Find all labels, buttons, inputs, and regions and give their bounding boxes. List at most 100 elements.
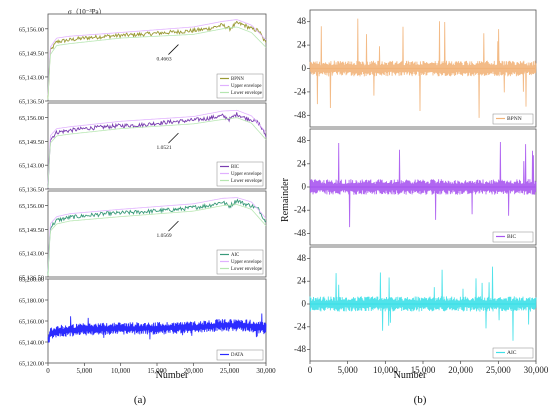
annotation-label: 1.0569: [156, 233, 171, 239]
series-data: [47, 313, 267, 343]
x-tick-label: 10,000: [111, 367, 131, 375]
series-bic-remainder: [309, 141, 537, 228]
legend-label: Lower envelope: [231, 91, 262, 96]
y-tick-label: 65,136.50: [19, 187, 44, 194]
y-tick-label: 24: [297, 276, 307, 286]
chart-panel-b-1: 48 24 0 -24 -48 BPNN: [294, 9, 537, 128]
y-tick-label: 65,143.00: [19, 163, 44, 170]
y-tick-label: 65,120.00: [19, 361, 44, 368]
y-tick-label: 0: [302, 63, 307, 73]
y-tick-label: 65,143.00: [19, 74, 44, 81]
x-tick-label: 0: [308, 365, 313, 375]
x-tick-label: 25,000: [220, 367, 240, 375]
series-lower-envelope: [47, 204, 267, 276]
y-tick-label: -24: [294, 205, 306, 215]
left-top-label: σ（10⁻³Pa）: [68, 8, 106, 16]
chart-panel-a-4: 65,200.00 65,180.00 65,160.00 65,140.00 65,1…: [19, 277, 276, 376]
legend: BIC: [492, 231, 534, 243]
legend-label: Lower envelope: [231, 179, 262, 184]
y-tick-label: 0: [302, 182, 307, 192]
series-upper-envelope: [47, 197, 267, 272]
y-tick-label: 65,160.00: [19, 319, 44, 326]
legend-box: [492, 347, 534, 359]
legend: BPNN: [492, 113, 534, 125]
series-upper-envelope: [47, 109, 267, 184]
legend-label: Upper envelope: [231, 84, 262, 89]
y-tick-label: 65,140.00: [19, 340, 44, 347]
x-tick-label: 20,000: [448, 365, 473, 375]
x-tick-label: 0: [46, 367, 50, 375]
legend-label: BIC: [507, 234, 517, 240]
chart-panel-b-3: 48 24 0 -24 -48 0 5,000 10,000 15,000 20,000 25,00…: [294, 246, 549, 375]
right-ylabel: Remainder: [280, 177, 291, 222]
y-tick-label: 0: [302, 299, 307, 309]
legend-label: Upper envelope: [231, 172, 262, 177]
x-tick-label: 25,000: [486, 365, 511, 375]
legend-box: [216, 349, 264, 361]
series-bpnn: [47, 20, 267, 99]
chart-panel-b-2: 48 24 0 -24 -48 BIC: [294, 128, 537, 246]
x-tick-label: 30,000: [256, 367, 276, 375]
series-bpnn-remainder: [309, 18, 537, 118]
annotation-arrow: [168, 44, 179, 55]
series-aic: [47, 198, 267, 275]
y-tick-label: 24: [297, 40, 307, 50]
series-lower-envelope: [47, 117, 267, 188]
legend-box: [492, 231, 534, 243]
y-tick-label: -24: [294, 321, 306, 331]
y-tick-label: -48: [294, 110, 306, 120]
x-tick-label: 20,000: [184, 367, 204, 375]
legend: AIC: [492, 347, 534, 359]
series-upper-envelope: [47, 19, 267, 96]
annotation-label: 0.4663: [156, 57, 171, 63]
legend-label: AIC: [507, 350, 517, 356]
y-tick-label: 65,149.50: [19, 50, 44, 57]
x-tick-label: 5,000: [76, 367, 92, 375]
legend: DATA: [216, 349, 264, 361]
chart-panel-a-1: 65,156.00 65,149.50 65,143.00 65,136.50 0.46…: [19, 13, 267, 106]
legend: BIC Upper envelope Lower envelope: [216, 161, 264, 187]
legend-label: BPNN: [231, 77, 244, 82]
y-tick-label: 65,156.00: [19, 203, 44, 210]
series-lower-envelope: [47, 26, 267, 100]
y-tick-label: 48: [297, 253, 307, 263]
annotation-label: 1.0521: [156, 145, 171, 151]
y-tick-label: 65,143.00: [19, 251, 44, 258]
legend-label: Lower envelope: [231, 267, 262, 272]
y-tick-label: 65,200.00: [19, 277, 44, 284]
y-tick-label: -48: [294, 344, 306, 354]
y-tick-label: 65,136.50: [19, 275, 44, 282]
y-tick-label: 65,180.00: [19, 298, 44, 305]
x-tick-label: 15,000: [147, 367, 167, 375]
y-tick-label: 48: [297, 16, 307, 26]
legend: BPNN Upper envelope Lower envelope: [216, 73, 264, 99]
right-caption: (b): [414, 394, 427, 406]
annotation-arrow: [168, 132, 179, 144]
chart-panel-a-3: 65,156.00 65,149.50 65,143.00 65,136.50 1.05…: [19, 190, 267, 282]
x-tick-label: 15,000: [411, 365, 436, 375]
legend-label: BIC: [231, 165, 239, 170]
y-tick-label: -48: [294, 228, 306, 238]
y-tick-label: 48: [297, 135, 307, 145]
annotation-arrow: [168, 220, 179, 232]
y-tick-label: 24: [297, 158, 307, 168]
x-tick-label: 5,000: [338, 365, 359, 375]
y-tick-label: 65,136.50: [19, 99, 44, 106]
y-tick-label: -24: [294, 86, 306, 96]
x-tick-label: 30,000: [524, 365, 549, 375]
left-caption: (a): [134, 394, 147, 406]
y-tick-label: 65,149.50: [19, 139, 44, 146]
legend-label: BPNN: [507, 116, 522, 122]
legend-label: DATA: [231, 353, 244, 358]
legend-box: [492, 113, 534, 125]
left-xlabel: Number: [156, 370, 189, 381]
y-tick-label: 65,149.50: [19, 227, 44, 234]
y-tick-label: 65,156.00: [19, 26, 44, 33]
legend: AIC Upper envelope Lower envelope: [216, 249, 264, 275]
legend-label: AIC: [231, 253, 239, 258]
y-tick-label: 65,156.00: [19, 115, 44, 122]
legend-label: Upper envelope: [231, 260, 262, 265]
x-tick-label: 10,000: [373, 365, 398, 375]
